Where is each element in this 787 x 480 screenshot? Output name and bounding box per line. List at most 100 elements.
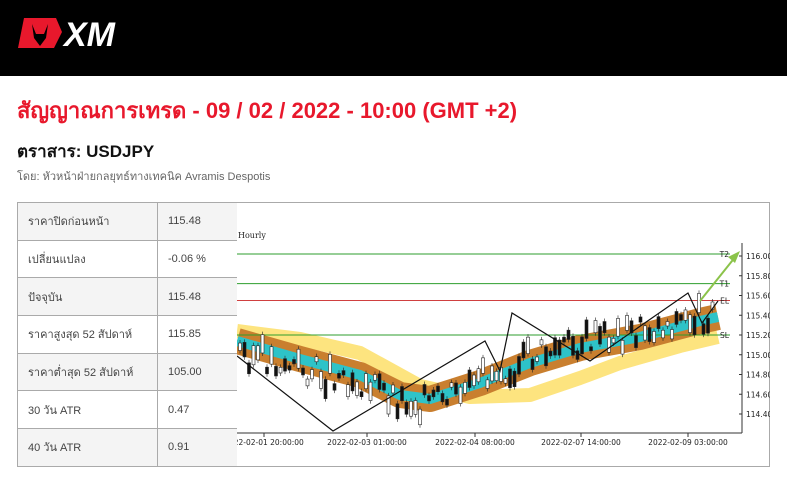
candle-body — [440, 393, 445, 403]
teal-band — [235, 312, 720, 404]
candle-body — [260, 334, 265, 354]
candle-body — [283, 358, 287, 372]
candle-body — [656, 316, 661, 329]
candle-body — [395, 403, 400, 420]
candle-body — [602, 321, 607, 333]
candle-body — [688, 314, 692, 333]
stat-value: 0.47 — [157, 390, 238, 430]
header: XM — [0, 0, 787, 76]
candle-body — [584, 319, 589, 339]
candle-body — [503, 378, 508, 384]
candle-body — [485, 379, 490, 389]
stats-row: ราคาสูงสุด 52 สัปดาห์ 115.85 — [17, 315, 238, 354]
candle-body — [269, 346, 274, 365]
candle-body — [598, 326, 602, 345]
candle-body — [562, 336, 566, 343]
candle-body — [364, 373, 368, 389]
candle-body — [535, 356, 539, 362]
candle-body — [476, 368, 481, 383]
stats-row: 30 วัน ATR 0.47 — [17, 390, 238, 430]
stats-table: ราคาปิดก่อนหน้า 115.48 เปลี่ยนแปลง -0.06 % ป… — [17, 202, 238, 467]
chart-title: Hourly — [238, 231, 266, 240]
stat-value: -0.06 % — [157, 239, 238, 279]
candle-body — [530, 358, 535, 370]
candle-body — [382, 382, 386, 391]
candle-body — [422, 384, 427, 396]
stat-label: 40 วัน ATR — [17, 428, 158, 467]
candle-body — [427, 395, 431, 402]
candle-body — [571, 336, 575, 356]
zigzag-line — [236, 292, 719, 432]
x-tick-label: 2022-02-04 08:00:00 — [435, 438, 515, 447]
stat-label: ราคาต่ำสุด 52 สัปดาห์ — [17, 352, 158, 392]
candle-body — [359, 391, 364, 397]
stat-label: ราคาปิดก่อนหน้า — [17, 202, 158, 241]
xm-logo[interactable]: XM — [16, 16, 136, 50]
stat-label: 30 วัน ATR — [17, 390, 158, 430]
candle-body — [701, 323, 706, 335]
candle-body — [517, 356, 521, 375]
stats-row: เปลี่ยนแปลง -0.06 % — [17, 239, 238, 279]
candle-body — [256, 345, 260, 361]
x-tick-label: 2022-02-07 14:00:00 — [541, 438, 621, 447]
candle-body — [265, 366, 269, 375]
candle-body — [521, 341, 526, 359]
candle-body — [706, 317, 710, 334]
x-tick-label: 2022-02-01 20:00:00 — [237, 438, 304, 447]
candle-body — [611, 338, 616, 344]
candle-body — [454, 382, 458, 395]
price-chart: Hourly T2 T1 EL SL 116.00 115.80 115.60 115.40 11… — [224, 202, 772, 467]
stat-value: 105.00 — [157, 352, 238, 392]
candle-body — [625, 315, 629, 331]
candle-body — [548, 350, 553, 357]
candle-body — [274, 366, 278, 377]
y-tick-label: 115.80 — [746, 272, 770, 281]
candle-body — [238, 342, 242, 351]
y-tick-label: 115.60 — [746, 292, 770, 301]
level-label: EL — [720, 296, 730, 305]
candle-body — [458, 386, 463, 404]
candle-body — [242, 342, 247, 358]
candle-body — [251, 345, 256, 366]
candle-body — [544, 346, 548, 367]
candle-body — [341, 370, 346, 376]
candle-body — [449, 382, 454, 388]
candle-body — [409, 400, 413, 417]
level-label: SL — [720, 331, 730, 340]
stat-label: เปลี่ยนแปลง — [17, 239, 158, 279]
candle-body — [377, 373, 382, 390]
level-label: T2 — [719, 250, 730, 259]
candle-body — [404, 402, 409, 415]
candle-body — [301, 367, 305, 376]
candle-body — [494, 371, 499, 381]
y-tick-label: 114.40 — [746, 410, 770, 419]
candle-body — [580, 336, 584, 355]
candle-body — [665, 321, 670, 327]
stat-label: ราคาสูงสุด 52 สัปดาห์ — [17, 315, 158, 354]
candle-body — [436, 385, 440, 393]
candle-body — [692, 315, 697, 336]
target-arrow — [699, 255, 737, 302]
candle-body — [391, 384, 395, 394]
chart-svg: Hourly T2 T1 EL SL 116.00 115.80 115.60 115.40 11… — [224, 231, 772, 447]
candle-body — [643, 325, 647, 341]
candle-body — [575, 350, 580, 360]
candle-body — [557, 339, 562, 356]
y-tick-label: 115.40 — [746, 311, 770, 320]
y-tick-label: 115.20 — [746, 331, 770, 340]
x-tick-label: 2022-02-03 01:00:00 — [327, 438, 407, 447]
stat-value: 0.91 — [157, 428, 238, 467]
author-line: โดย: หัวหน้าฝ่ายกลยุทธ์ทางเทคนิค Avramis… — [17, 171, 271, 183]
candle-body — [638, 316, 643, 323]
stat-value: 115.85 — [157, 315, 238, 354]
candle-body — [310, 369, 314, 380]
y-tick-label: 114.60 — [746, 390, 770, 399]
arrow-head — [728, 251, 740, 263]
candle-body — [323, 379, 328, 399]
candle-body — [697, 293, 701, 313]
candle-body — [508, 368, 512, 388]
stat-value: 115.48 — [157, 202, 238, 241]
candle-body — [350, 372, 355, 392]
candle-body — [400, 386, 404, 402]
candle-body — [467, 369, 472, 388]
